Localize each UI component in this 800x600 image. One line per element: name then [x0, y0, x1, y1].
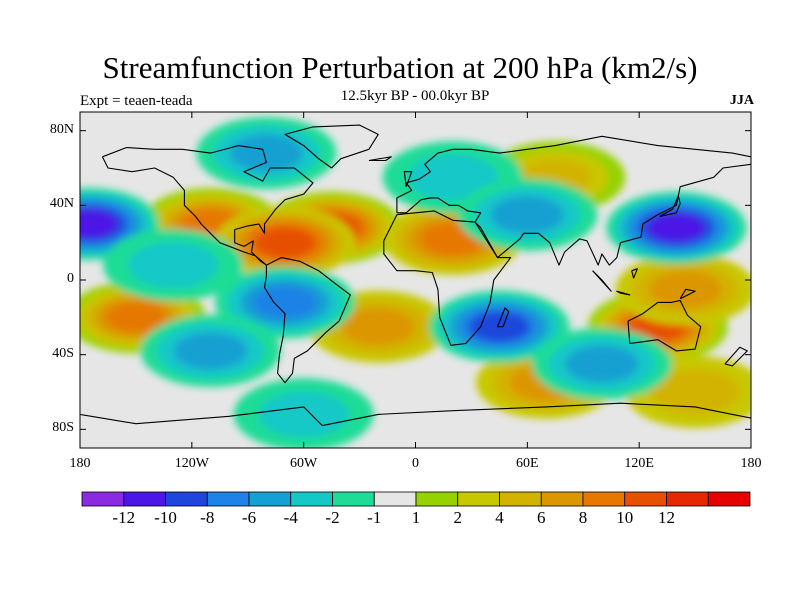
lat-tick-label: 80S	[52, 420, 74, 436]
lon-tick-label: 180	[740, 456, 762, 471]
colorbar-label: -6	[241, 508, 257, 527]
arabia-low	[490, 196, 564, 234]
coastline-13	[724, 346, 748, 367]
colorbar-swatch	[248, 491, 292, 507]
coastline-12	[368, 156, 392, 162]
lon-tick-label: 60W	[290, 456, 318, 471]
coastline-11	[403, 171, 413, 187]
coastline-14	[679, 288, 696, 300]
lon-tick-label: 120E	[624, 456, 654, 471]
antarctic-low	[258, 391, 349, 438]
coastline-5	[496, 307, 510, 328]
coastline-8	[659, 195, 681, 218]
colorbar-label: -10	[154, 508, 177, 527]
colorbar-swatch	[582, 491, 626, 507]
colorbar-swatch	[290, 491, 333, 507]
south-indian-high	[650, 369, 741, 415]
colorbar-swatch	[165, 491, 208, 507]
coastlines	[80, 124, 751, 427]
coastline-4	[383, 210, 512, 346]
asia-low	[648, 213, 705, 243]
colorbar-label: 1	[411, 508, 421, 527]
east-pacific-low	[128, 242, 219, 289]
colorbar-swatch	[123, 491, 166, 507]
colorbar-swatch	[624, 491, 667, 507]
colorbar-label: 8	[578, 508, 588, 527]
colorbar-swatch	[666, 491, 709, 507]
colorbar-swatch	[81, 491, 125, 507]
colorbar-swatch	[499, 491, 542, 507]
colorbar-swatch	[206, 491, 250, 507]
coastline-1	[263, 257, 351, 384]
colorbar-swatch	[457, 491, 500, 507]
patagonia-low	[173, 332, 248, 370]
caribbean-high	[255, 227, 316, 258]
south-atlantic-high	[341, 308, 415, 346]
colorbar-label: 2	[453, 508, 463, 527]
lat-tick-label: 80N	[49, 121, 74, 137]
lon-tick-label: 60E	[516, 456, 539, 471]
season-label: JJA	[729, 93, 754, 108]
south-pacific-high	[105, 302, 166, 333]
colorbar-swatch	[373, 491, 417, 507]
europe-low	[407, 154, 498, 201]
colorbar	[81, 491, 751, 507]
coastline-6	[627, 299, 702, 352]
colorbar-label: 10	[616, 508, 634, 527]
lat-tick-label: 0	[67, 271, 74, 286]
coastline-3	[396, 135, 751, 266]
lon-tick-label: 0	[412, 456, 419, 471]
lon-tick-label: 120W	[174, 456, 209, 471]
lat-tick-label: 40N	[49, 196, 74, 212]
chart-title: Streamfunction Perturbation at 200 hPa (…	[102, 50, 698, 85]
colorbar-label: 12	[658, 508, 675, 527]
coastline-0	[101, 145, 314, 266]
colorbar-label: -1	[367, 508, 382, 527]
colorbar-label: -8	[200, 508, 215, 527]
coastline-9	[592, 270, 612, 292]
colorbar-swatch	[540, 491, 584, 507]
indian-ocean-low	[565, 345, 639, 383]
coastline-15	[631, 268, 638, 279]
colorbar-swatch	[415, 491, 459, 507]
chart-subtitle: 12.5kyr BP - 00.0kyr BP	[340, 88, 490, 104]
colorbar-label: -4	[283, 508, 298, 527]
colorbar-swatch	[707, 491, 751, 507]
contour-field	[80, 112, 751, 448]
axis-ticks	[79, 112, 752, 448]
colorbar-label: -2	[325, 508, 340, 527]
colorbar-label: 4	[495, 508, 504, 527]
colorbar-label: 6	[537, 508, 546, 527]
colorbar-swatch	[332, 491, 375, 507]
colorbar-label: -12	[112, 508, 136, 527]
lat-tick-label: 40S	[52, 345, 74, 361]
experiment-label: Expt = teaen-teada	[80, 93, 193, 109]
coastline-10	[616, 290, 631, 296]
coastline-7	[80, 402, 751, 427]
lon-tick-label: 180	[69, 456, 91, 471]
coastline-2	[284, 124, 379, 169]
pacific-low	[80, 209, 118, 239]
arctic-low	[229, 134, 304, 172]
